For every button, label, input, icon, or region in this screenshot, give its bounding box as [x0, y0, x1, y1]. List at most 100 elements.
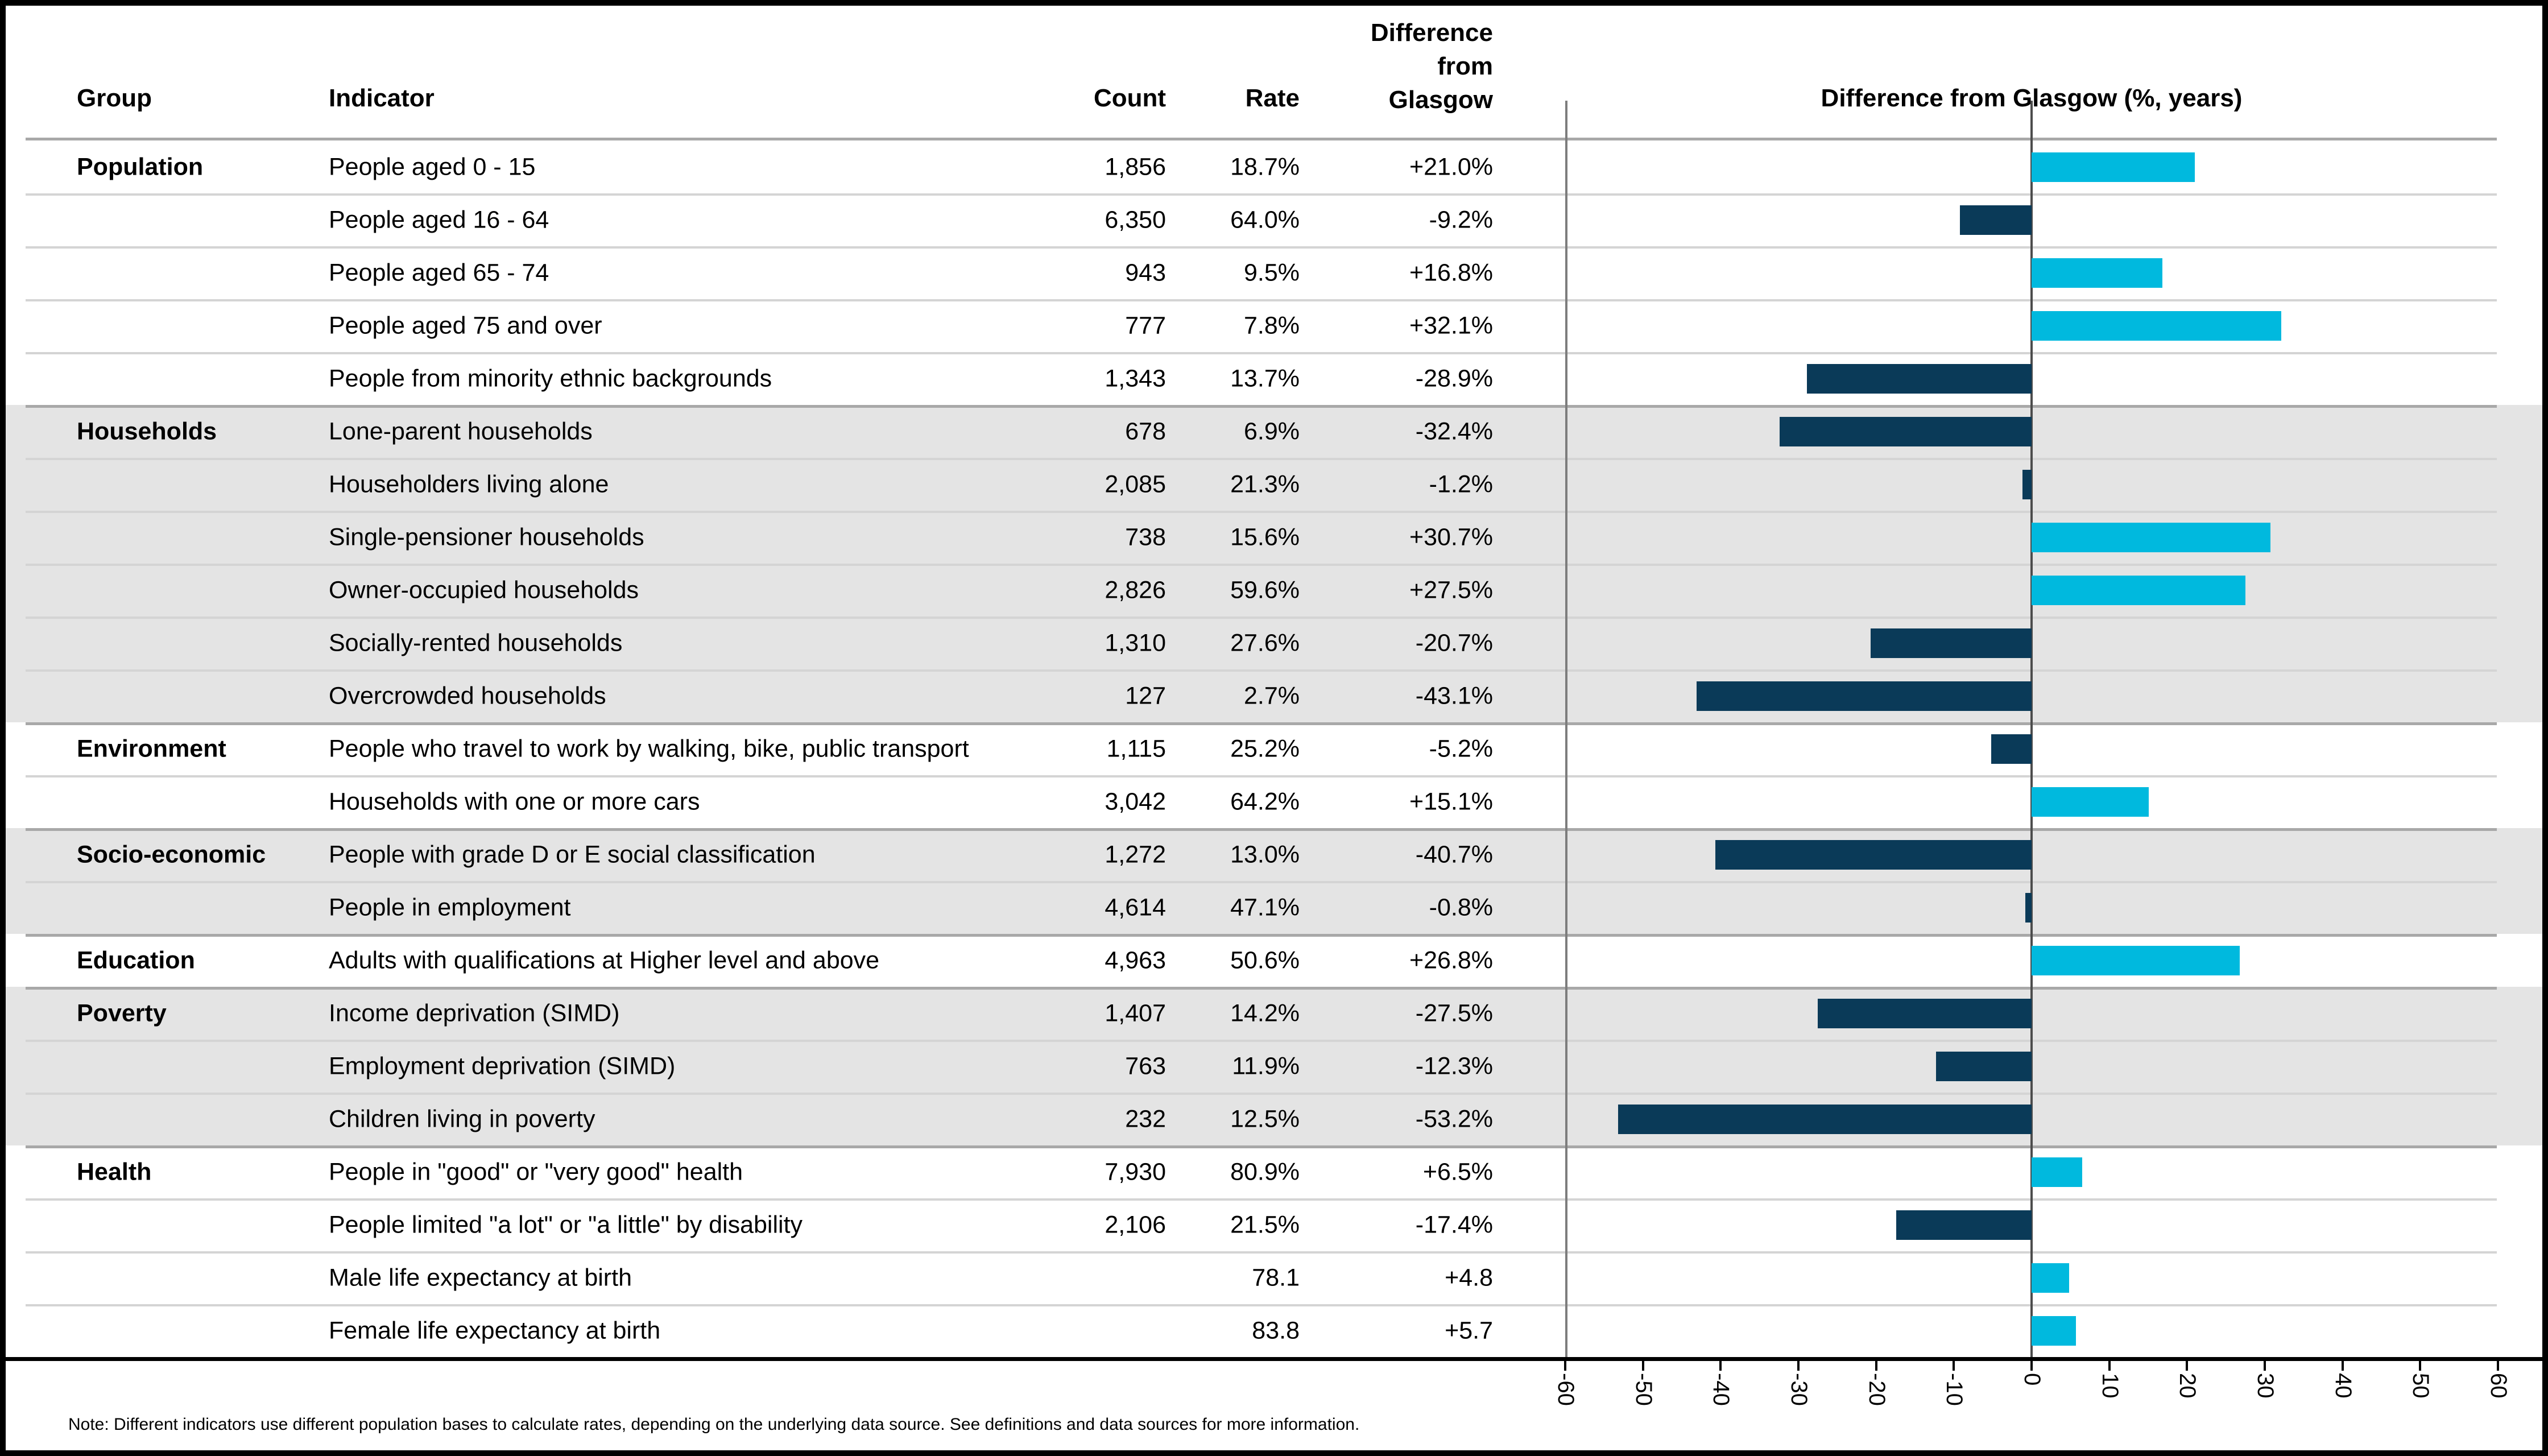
x-axis-tick-label: -30 — [1786, 1373, 1811, 1406]
row-separator — [26, 193, 2497, 196]
difference-bar — [2032, 787, 2149, 817]
table-row: Male life expectancy at birth 78.1 +4.8 — [6, 1251, 2542, 1304]
table-row: People limited "a lot" or "a little" by … — [6, 1198, 2542, 1251]
difference-bar — [1618, 1104, 2032, 1134]
count-value: 127 — [1125, 682, 1166, 709]
difference-value: -53.2% — [1415, 1105, 1493, 1132]
rate-value: 2.7% — [1243, 682, 1300, 709]
x-axis-tick — [1719, 1361, 1722, 1371]
x-axis-tick — [1564, 1361, 1566, 1371]
count-value: 232 — [1125, 1105, 1166, 1132]
row-separator — [26, 1145, 2497, 1148]
col-header-difference-line3: Glasgow — [1388, 86, 1493, 114]
count-value: 2,106 — [1105, 1211, 1166, 1238]
group-label: Population — [77, 153, 204, 180]
x-axis-tick — [2419, 1361, 2421, 1371]
rate-value: 21.5% — [1230, 1211, 1300, 1238]
difference-value: +4.8 — [1445, 1264, 1493, 1291]
difference-bar — [2032, 152, 2195, 182]
indicator-label: Socially-rented households — [329, 629, 623, 656]
group-label: Poverty — [77, 999, 167, 1027]
row-separator — [26, 1093, 2497, 1095]
rate-value: 15.6% — [1230, 523, 1300, 551]
row-separator — [26, 1251, 2497, 1254]
zero-axis-line — [2030, 101, 2033, 1357]
col-header-count: Count — [1093, 84, 1166, 112]
difference-bar — [1896, 1210, 2032, 1240]
count-value: 1,407 — [1105, 999, 1166, 1027]
table-row: Socio-economic People with grade D or E … — [6, 828, 2542, 881]
x-axis-tick — [1875, 1361, 1877, 1371]
row-separator — [26, 299, 2497, 301]
indicator-label: People aged 65 - 74 — [329, 259, 549, 286]
difference-value: +16.8% — [1409, 259, 1493, 286]
group-label: Environment — [77, 735, 226, 762]
rate-value: 12.5% — [1230, 1105, 1300, 1132]
difference-bar — [2032, 258, 2162, 288]
col-header-rate: Rate — [1245, 84, 1300, 112]
difference-bar — [2032, 1157, 2082, 1187]
difference-value: -20.7% — [1415, 629, 1493, 656]
row-separator — [26, 1198, 2497, 1201]
x-axis-tick — [1642, 1361, 1644, 1371]
x-axis-tick — [2497, 1361, 2499, 1371]
table-row: Households with one or more cars 3,042 6… — [6, 775, 2542, 828]
rate-value: 21.3% — [1230, 470, 1300, 498]
difference-bar — [2022, 469, 2032, 499]
table-row: Children living in poverty 232 12.5% -53… — [6, 1093, 2542, 1145]
count-value: 6,350 — [1105, 206, 1166, 233]
row-separator — [26, 722, 2497, 725]
count-value: 1,856 — [1105, 153, 1166, 180]
difference-bar — [2032, 1316, 2076, 1346]
count-value: 763 — [1125, 1052, 1166, 1079]
count-value: 1,272 — [1105, 841, 1166, 868]
difference-value: -40.7% — [1415, 841, 1493, 868]
col-header-difference-line1: Difference — [1370, 19, 1493, 47]
difference-bar — [1991, 734, 2032, 764]
col-header-group: Group — [77, 84, 152, 112]
indicator-label: Female life expectancy at birth — [329, 1317, 661, 1344]
rate-value: 47.1% — [1230, 894, 1300, 921]
chart-left-border — [1565, 101, 1567, 1357]
rate-value: 18.7% — [1230, 153, 1300, 180]
x-axis-tick-label: 30 — [2253, 1373, 2278, 1399]
group-label: Health — [77, 1158, 152, 1185]
count-value: 1,343 — [1105, 365, 1166, 392]
table-row: People from minority ethnic backgrounds … — [6, 352, 2542, 405]
row-separator — [26, 352, 2497, 354]
count-value: 1,310 — [1105, 629, 1166, 656]
indicator-label: Income deprivation (SIMD) — [329, 999, 620, 1027]
difference-bar — [1936, 1051, 2032, 1081]
x-axis-tick-label: -50 — [1631, 1373, 1656, 1406]
count-value: 738 — [1125, 523, 1166, 551]
indicator-label: Overcrowded households — [329, 682, 606, 709]
rate-value: 80.9% — [1230, 1158, 1300, 1185]
x-axis-tick-label: 60 — [2486, 1373, 2511, 1399]
table-row: Households Lone-parent households 678 6.… — [6, 405, 2542, 458]
group-label: Socio-economic — [77, 841, 266, 868]
difference-value: +6.5% — [1422, 1158, 1493, 1185]
difference-bar — [1697, 681, 2032, 711]
difference-bar — [2032, 522, 2270, 552]
difference-bar — [2025, 892, 2032, 923]
difference-value: -5.2% — [1429, 735, 1493, 762]
x-axis-tick-label: 40 — [2331, 1373, 2356, 1399]
difference-bar — [1780, 416, 2032, 446]
count-value: 2,085 — [1105, 470, 1166, 498]
row-separator — [26, 828, 2497, 831]
difference-value: +26.8% — [1409, 946, 1493, 974]
table-row: Female life expectancy at birth 83.8 +5.… — [6, 1304, 2542, 1357]
table-row: Employment deprivation (SIMD) 763 11.9% … — [6, 1040, 2542, 1093]
row-separator — [26, 458, 2497, 460]
row-separator — [26, 775, 2497, 777]
table-row: People aged 65 - 74 943 9.5% +16.8% — [6, 246, 2542, 299]
table-row: People aged 16 - 64 6,350 64.0% -9.2% — [6, 193, 2542, 246]
x-axis-tick — [2108, 1361, 2111, 1371]
x-axis-tick-label: -20 — [1864, 1373, 1889, 1406]
table-row: People aged 75 and over 777 7.8% +32.1% — [6, 299, 2542, 352]
header-separator — [26, 138, 2497, 141]
difference-bar — [2032, 945, 2240, 975]
difference-value: -43.1% — [1415, 682, 1493, 709]
indicator-label: People with grade D or E social classifi… — [329, 841, 816, 868]
rate-value: 64.2% — [1230, 788, 1300, 815]
